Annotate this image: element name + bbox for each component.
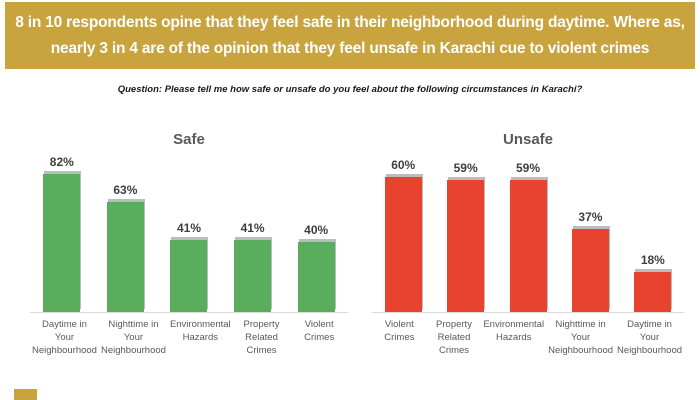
- bar-column: 40%: [284, 155, 348, 312]
- bar: [384, 177, 422, 312]
- headline-line-1: 8 in 10 respondents opine that they feel…: [15, 13, 685, 31]
- category-label: Violent Crimes: [384, 319, 415, 343]
- bar-column: 37%: [559, 155, 621, 312]
- bar-value-label: 60%: [391, 158, 416, 172]
- bar-value-label: 82%: [49, 155, 74, 169]
- bar-value-label: 40%: [304, 223, 329, 237]
- bar-column: 59%: [434, 155, 496, 312]
- bar-value-label: 18%: [640, 253, 665, 267]
- bar: [106, 202, 144, 312]
- category-label: Environmental Hazards: [483, 319, 545, 343]
- bar-value-label: 59%: [516, 161, 541, 175]
- bar-column: 18%: [622, 155, 684, 312]
- bar-value-label: 63%: [113, 183, 138, 197]
- bar-column: 60%: [372, 155, 434, 312]
- bar: [509, 180, 547, 312]
- bar-column: 59%: [497, 155, 559, 312]
- bar-value-label: 59%: [453, 161, 478, 175]
- headline-line-2: nearly 3 in 4 are of the opinion that th…: [50, 39, 650, 57]
- bar-value-label: 41%: [176, 221, 201, 235]
- bar: [234, 240, 272, 312]
- category-label: Daytime in Your Neighbourhood: [617, 319, 683, 356]
- chart-title-safe: Safe: [173, 131, 205, 148]
- bar: [170, 240, 208, 312]
- bar: [297, 242, 335, 312]
- safe-bar-chart: Safe 82% 63% 41% 41% 40% Daytime in Your Nei…: [30, 126, 348, 357]
- headline-banner: 8 in 10 respondents opine that they feel…: [5, 2, 695, 69]
- survey-question: Question: Please tell me how safe or uns…: [117, 84, 583, 95]
- bar-column: 41%: [221, 155, 285, 312]
- bar-column: 63%: [94, 155, 158, 312]
- bar-column: 41%: [157, 155, 221, 312]
- bar: [634, 272, 672, 312]
- category-label: Violent Crimes: [304, 319, 335, 343]
- category-label: Property Related Crimes: [436, 319, 472, 356]
- unsafe-plot-area: 60% 59% 59% 37% 18%: [372, 155, 684, 313]
- unsafe-category-axis: Violent Crimes Property Related Crimes Env…: [372, 313, 684, 357]
- bar-column: 82%: [30, 155, 94, 312]
- corner-accent-square: [14, 389, 37, 400]
- safe-category-axis: Daytime in Your Neighbourhood Nighttime i…: [30, 313, 348, 357]
- bar: [447, 180, 485, 312]
- bar: [43, 174, 81, 312]
- bar: [571, 229, 609, 312]
- unsafe-bar-chart: Unsafe 60% 59% 59% 37% 18% Violent Crimes Pro…: [372, 126, 684, 357]
- bar-value-label: 37%: [578, 210, 603, 224]
- chart-title-unsafe: Unsafe: [502, 131, 554, 148]
- category-label: Environmental Hazards: [169, 319, 231, 343]
- category-label: Property Related Crimes: [243, 319, 280, 356]
- bar-value-label: 41%: [240, 221, 265, 235]
- category-label: Daytime in Your Neighbourhood: [32, 319, 97, 356]
- category-label: Nighttime in Your Neighbourhood: [548, 319, 614, 356]
- category-label: Nighttime in Your Neighbourhood: [100, 319, 166, 356]
- safe-plot-area: 82% 63% 41% 41% 40%: [30, 155, 348, 313]
